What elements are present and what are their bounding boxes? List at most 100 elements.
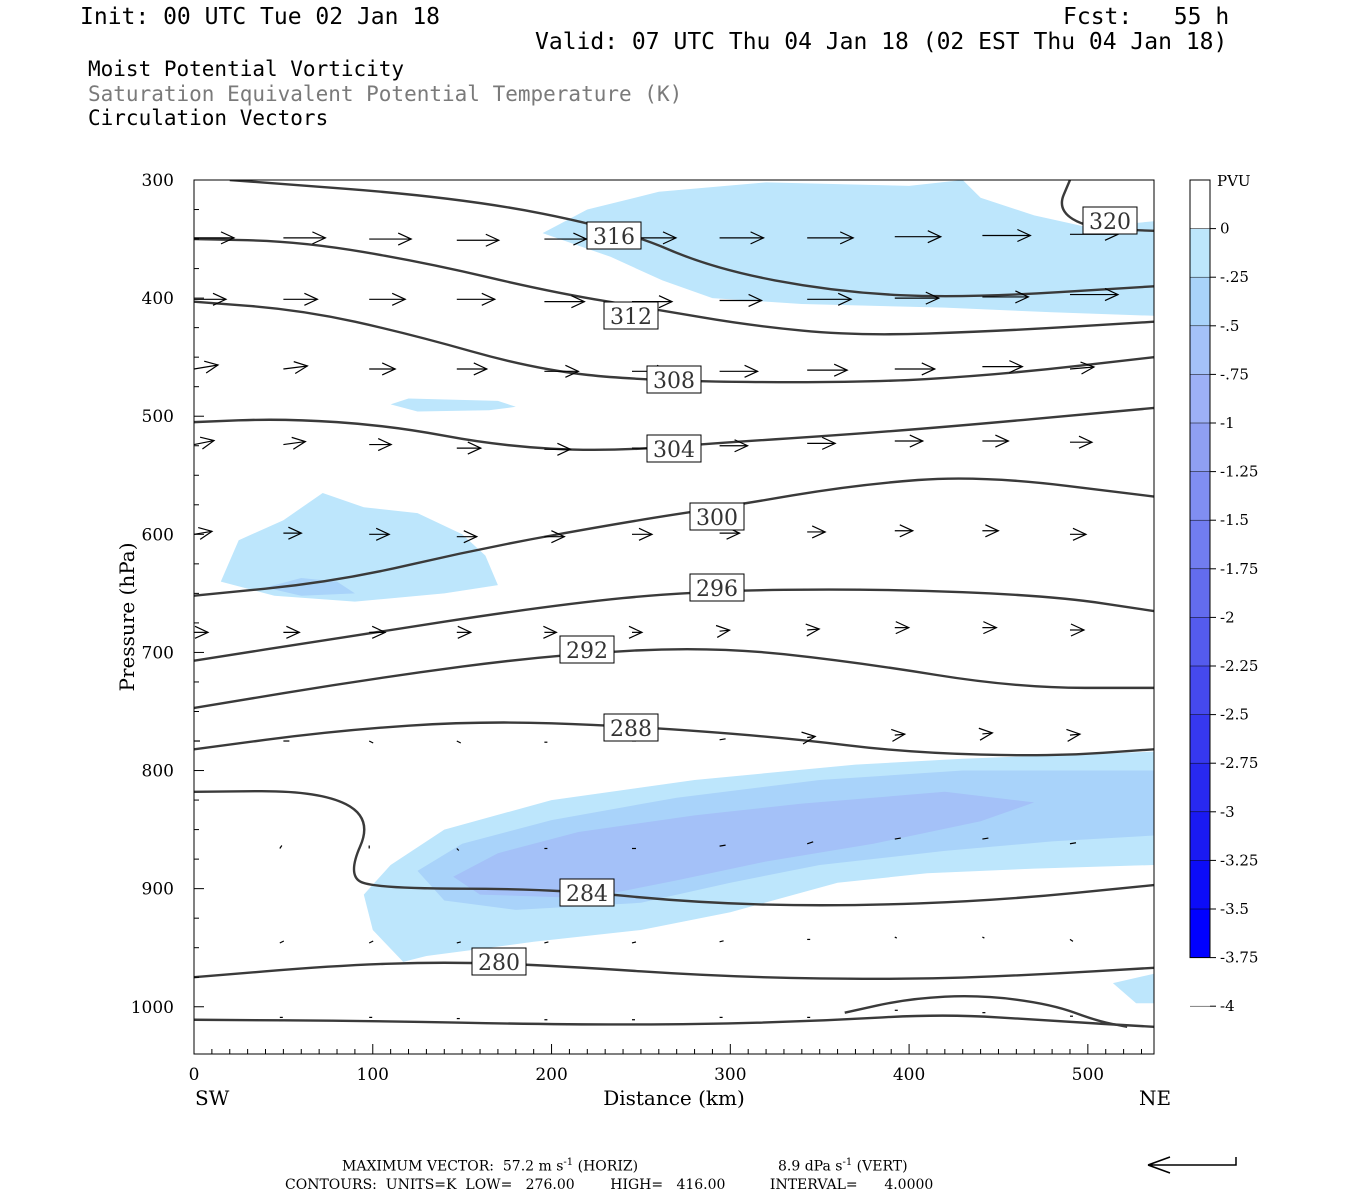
vector-4	[544, 232, 588, 246]
y-tick-700: 700	[142, 643, 174, 663]
vector-18	[807, 292, 853, 306]
vector-40	[807, 436, 837, 450]
vector-8	[894, 230, 943, 244]
x-axis-title: Distance (km)	[603, 1086, 745, 1110]
contour-label-288: 288	[603, 713, 659, 742]
contour-label-text: 320	[1089, 210, 1131, 235]
axes: 300 400 500 600 700 800 900 1000 0 100 200 300 400 50…	[131, 171, 1142, 1085]
contour-316	[229, 180, 1154, 298]
colorbar-tick-14: -3.5	[1220, 900, 1249, 918]
contour-label-text: 300	[696, 506, 738, 531]
vector-30	[894, 362, 937, 376]
vector-41	[894, 434, 925, 448]
contour-label-text: 296	[696, 577, 738, 602]
contours-info: CONTOURS: UNITS=K LOW= 276.00 HIGH= 416.…	[285, 1177, 934, 1193]
colorbar-swatch-8	[1190, 568, 1210, 618]
contour-label-284: 284	[559, 878, 615, 907]
vector-47	[456, 530, 479, 544]
max-vert-text: 8.9 dPa s-1 (VERT)	[778, 1157, 908, 1175]
colorbar-swatch-3	[1190, 325, 1210, 375]
vector-26	[544, 364, 580, 378]
vector-56	[283, 625, 301, 639]
contour-label-text: 304	[653, 438, 695, 463]
vector-88	[368, 940, 374, 944]
x-tick-500: 500	[1072, 1065, 1104, 1085]
contour-label-296: 296	[689, 573, 745, 602]
vector-90	[544, 941, 549, 944]
colorbar-tick-0: 0	[1220, 220, 1230, 238]
contour-296	[194, 588, 1154, 662]
vector-37	[544, 442, 572, 456]
y-tick-300: 300	[142, 171, 174, 191]
y-tick-900: 900	[142, 880, 174, 900]
x-tick-0: 0	[189, 1065, 200, 1085]
contour-label-text: 308	[653, 369, 695, 394]
vector-29	[807, 363, 849, 377]
colorbar-tick-6: -1.5	[1220, 511, 1249, 529]
colorbar-swatch-12	[1190, 763, 1210, 812]
vector-85	[982, 837, 989, 840]
y-tick-600: 600	[142, 525, 174, 545]
colorbar-tick-11: -2.75	[1220, 754, 1258, 772]
vector-79	[456, 848, 460, 851]
vector-14	[456, 292, 497, 306]
x-tick-300: 300	[714, 1065, 746, 1085]
colorbar-swatch-7	[1190, 520, 1210, 569]
colorbar-title: PVU	[1217, 172, 1251, 190]
vector-3	[456, 233, 501, 247]
contour-label-280: 280	[471, 947, 527, 976]
contour-308	[194, 300, 1154, 384]
vector-61	[715, 624, 732, 638]
colorbar-swatch-4	[1190, 374, 1210, 423]
vector-39	[719, 439, 750, 453]
colorbar-tick-13: -3.25	[1220, 851, 1258, 869]
pv-shading	[220, 180, 1154, 1004]
vector-57	[369, 625, 387, 639]
contour-label-308: 308	[646, 365, 702, 394]
vector-0	[194, 231, 236, 245]
field-label-mpv: Moist Potential Vorticity	[88, 57, 405, 81]
vector-95	[982, 936, 985, 939]
contour-label-text: 292	[566, 639, 608, 664]
colorbar-swatch-14	[1190, 860, 1210, 909]
pv-region-2	[220, 493, 498, 602]
vector-15	[544, 295, 586, 309]
contour-288	[194, 721, 1154, 757]
vector-22	[194, 360, 220, 374]
colorbar-swatch-11	[1190, 714, 1210, 764]
contour-label-text: 280	[478, 951, 520, 976]
vector-1	[283, 231, 327, 245]
vector-25	[456, 362, 489, 376]
colorbar-tick-10: -2.5	[1220, 706, 1249, 724]
colorbar-tick-3: -.75	[1220, 365, 1249, 383]
contour-280	[194, 961, 1154, 981]
colorbar-swatch-9	[1190, 617, 1210, 666]
x-tick-400: 400	[893, 1065, 925, 1085]
contour-276	[844, 995, 1128, 1029]
y-tick-500: 500	[142, 407, 174, 427]
vector-12	[283, 292, 319, 306]
x-tick-200: 200	[535, 1065, 567, 1085]
vector-31	[982, 360, 1024, 374]
pv-region-1	[390, 398, 516, 412]
pv-region-6	[453, 791, 1035, 899]
vector-46	[369, 527, 391, 541]
vector-6	[719, 231, 766, 245]
contour-292	[194, 648, 1154, 710]
vector-84	[894, 837, 901, 840]
vector-55	[194, 625, 210, 639]
colorbar-swatch-10	[1190, 666, 1210, 715]
colorbar-tick-15: -3.75	[1220, 949, 1258, 967]
vector-53	[982, 524, 1000, 538]
vector-77	[279, 845, 283, 849]
vector-83	[806, 841, 814, 845]
colorbar-tick-8: -2	[1220, 608, 1235, 626]
y-tick-800: 800	[142, 762, 174, 782]
vector-44	[194, 526, 214, 540]
vector-36	[456, 441, 483, 455]
colorbar-swatch-1	[1190, 228, 1210, 278]
vector-49	[631, 527, 654, 541]
vector-11	[194, 292, 228, 306]
max-vector-text: MAXIMUM VECTOR: 57.2 m s-1 (HORIZ)	[342, 1157, 639, 1175]
